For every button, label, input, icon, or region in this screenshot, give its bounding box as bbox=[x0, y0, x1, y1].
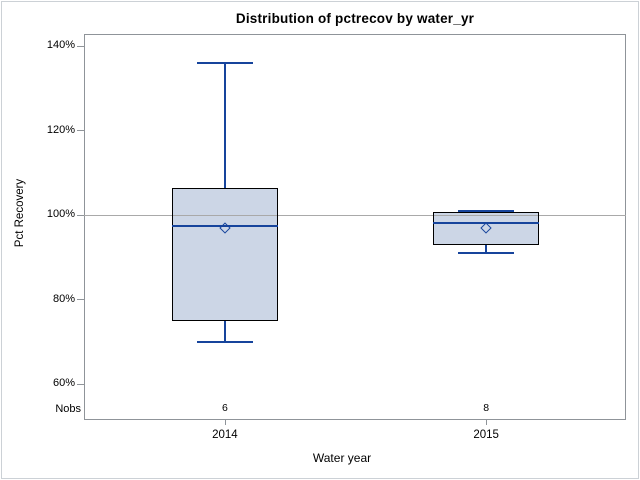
x-tick-mark bbox=[224, 420, 226, 425]
box-fill bbox=[433, 211, 540, 245]
chart-title: Distribution of pctrecov by water_yr bbox=[235, 11, 475, 26]
nobs-value: 8 bbox=[483, 402, 490, 414]
box-border bbox=[171, 188, 278, 321]
lower-whisker-cap bbox=[196, 340, 253, 343]
y-tick-mark bbox=[77, 299, 84, 300]
upper-whisker-cap bbox=[458, 209, 515, 212]
y-axis-title: Pct Recovery bbox=[14, 178, 26, 248]
y-tick-label: 80% bbox=[52, 292, 75, 305]
y-tick-label: 100% bbox=[46, 208, 75, 220]
lower-whisker-line bbox=[485, 244, 488, 253]
y-tick-mark bbox=[77, 130, 84, 131]
y-tick-mark bbox=[77, 383, 84, 385]
y-tick-mark bbox=[77, 214, 84, 216]
median-line bbox=[433, 222, 540, 225]
y-tick-mark bbox=[77, 45, 84, 47]
upper-whisker-cap bbox=[196, 61, 253, 64]
y-tick-label: 120% bbox=[46, 123, 75, 136]
x-tick-mark bbox=[486, 420, 488, 425]
reference-line-100pct bbox=[84, 214, 626, 216]
upper-whisker-line bbox=[223, 62, 226, 189]
lower-whisker-line bbox=[223, 320, 226, 342]
x-axis-title: Water year bbox=[312, 451, 372, 465]
x-category-label: 2014 bbox=[212, 429, 238, 441]
box-border bbox=[433, 211, 540, 245]
lower-whisker-cap bbox=[458, 252, 515, 255]
box-fill bbox=[171, 188, 278, 321]
median-line bbox=[171, 224, 278, 227]
x-category-label: 2015 bbox=[473, 429, 499, 441]
y-tick-label: 60% bbox=[52, 377, 75, 389]
nobs-row-label: Nobs bbox=[55, 403, 81, 415]
nobs-value: 6 bbox=[221, 402, 228, 414]
plot-area bbox=[84, 34, 626, 420]
y-tick-label: 140% bbox=[46, 39, 75, 51]
